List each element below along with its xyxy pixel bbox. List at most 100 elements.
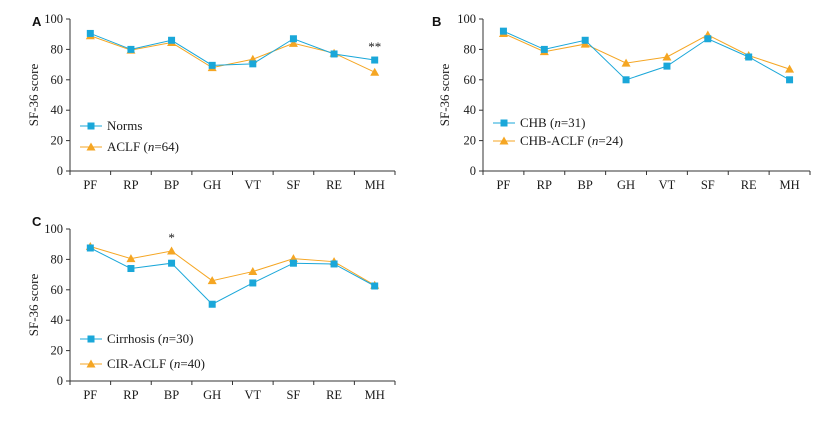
data-point-triangle bbox=[785, 64, 795, 73]
x-tick-label: RE bbox=[326, 178, 342, 192]
series-line-2 bbox=[90, 246, 375, 286]
panel-letter: A bbox=[32, 14, 42, 29]
x-tick-label: MH bbox=[365, 388, 385, 402]
y-tick-label: 100 bbox=[457, 12, 476, 26]
legend-label: Cirrhosis (n=30) bbox=[107, 331, 193, 346]
y-tick-label: 40 bbox=[51, 103, 64, 117]
x-tick-label: RP bbox=[537, 178, 552, 192]
x-tick-label: MH bbox=[779, 178, 799, 192]
data-point-square bbox=[330, 50, 338, 58]
series-line-1 bbox=[90, 247, 375, 305]
data-point-square bbox=[127, 265, 135, 273]
legend-label: CHB-ACLF (n=24) bbox=[520, 133, 623, 148]
legend-marker-square bbox=[87, 122, 95, 130]
x-tick-label: SF bbox=[286, 178, 300, 192]
data-point-triangle bbox=[662, 52, 672, 61]
legend-marker-square bbox=[500, 119, 508, 127]
legend-marker-triangle bbox=[86, 142, 96, 151]
panel-b: B 0 20 40 60 80 100 PF RP BP GH VT SF RE MH SF-36 score… bbox=[432, 12, 811, 192]
data-point-square bbox=[249, 60, 257, 68]
legend-label: Norms bbox=[107, 118, 142, 133]
x-tick-label: VT bbox=[244, 178, 261, 192]
x-tick-label: VT bbox=[244, 388, 261, 402]
data-point-square bbox=[540, 45, 548, 53]
y-tick-label: 0 bbox=[57, 164, 63, 178]
legend-label: ACLF (n=64) bbox=[107, 139, 179, 154]
data-point-square bbox=[371, 282, 379, 290]
data-point-triangle bbox=[126, 254, 136, 263]
x-tick-label: SF bbox=[701, 178, 715, 192]
legend-marker-square bbox=[87, 335, 95, 343]
y-tick-label: 20 bbox=[464, 134, 477, 148]
x-tick-label: PF bbox=[496, 178, 510, 192]
data-point-triangle bbox=[248, 267, 258, 276]
data-point-square bbox=[289, 259, 297, 267]
data-point-square bbox=[168, 36, 176, 44]
data-point-square bbox=[86, 244, 94, 252]
x-tick-label: PF bbox=[83, 388, 97, 402]
data-point-triangle bbox=[370, 67, 380, 76]
data-point-square bbox=[581, 36, 589, 44]
y-tick-label: 60 bbox=[464, 73, 477, 87]
data-point-triangle bbox=[621, 58, 631, 67]
x-tick-label: BP bbox=[164, 178, 179, 192]
y-tick-label: 0 bbox=[470, 164, 476, 178]
y-tick-label: 100 bbox=[44, 12, 63, 26]
y-tick-label: 40 bbox=[464, 103, 477, 117]
data-point-square bbox=[745, 53, 753, 61]
data-point-triangle bbox=[288, 38, 298, 47]
y-tick-label: 80 bbox=[51, 42, 64, 56]
y-axis-label: SF-36 score bbox=[26, 64, 41, 127]
data-point-square bbox=[208, 300, 216, 308]
legend-label: CHB (n=31) bbox=[520, 115, 585, 130]
data-point-square bbox=[249, 279, 257, 287]
x-tick-label: VT bbox=[659, 178, 676, 192]
series-line-2 bbox=[503, 32, 790, 70]
y-tick-label: 0 bbox=[57, 374, 63, 388]
x-tick-label: GH bbox=[203, 388, 221, 402]
significance-label: ** bbox=[368, 39, 381, 54]
data-point-square bbox=[499, 27, 507, 35]
series-line-1 bbox=[503, 30, 790, 81]
x-tick-label: MH bbox=[365, 178, 385, 192]
panel-c: C 0 20 40 60 80 100 PF RP BP GH VT SF RE MH SF-36 score… bbox=[26, 214, 396, 402]
data-point-triangle bbox=[207, 276, 217, 285]
y-tick-label: 60 bbox=[51, 73, 64, 87]
data-point-square bbox=[208, 61, 216, 69]
x-tick-label: GH bbox=[617, 178, 635, 192]
data-point-square bbox=[663, 62, 671, 70]
x-tick-label: RE bbox=[741, 178, 757, 192]
data-point-square bbox=[86, 29, 94, 37]
data-point-triangle bbox=[167, 246, 177, 255]
y-tick-label: 40 bbox=[51, 313, 64, 327]
x-tick-label: RP bbox=[123, 178, 138, 192]
data-point-square bbox=[127, 45, 135, 53]
significance-label: * bbox=[168, 230, 175, 245]
legend-marker-triangle bbox=[86, 359, 96, 368]
legend-marker-triangle bbox=[499, 136, 509, 145]
x-tick-label: BP bbox=[164, 388, 179, 402]
data-point-square bbox=[330, 260, 338, 268]
y-tick-label: 100 bbox=[44, 222, 63, 236]
data-point-square bbox=[622, 76, 630, 84]
x-tick-label: BP bbox=[578, 178, 593, 192]
y-tick-label: 20 bbox=[51, 134, 64, 148]
x-tick-label: RP bbox=[123, 388, 138, 402]
x-tick-label: PF bbox=[83, 178, 97, 192]
x-tick-label: RE bbox=[326, 388, 342, 402]
panel-letter: B bbox=[432, 14, 441, 29]
data-point-square bbox=[704, 35, 712, 43]
panel-a: A 0 20 40 60 80 100 PF RP BP GH VT SF RE MH SF-36 score… bbox=[26, 12, 396, 192]
y-tick-label: 20 bbox=[51, 344, 64, 358]
y-axis-label: SF-36 score bbox=[437, 64, 452, 127]
y-tick-label: 80 bbox=[51, 252, 64, 266]
y-axis-label: SF-36 score bbox=[26, 274, 41, 337]
y-tick-label: 80 bbox=[464, 42, 477, 56]
data-point-square bbox=[168, 259, 176, 267]
x-tick-label: SF bbox=[286, 388, 300, 402]
data-point-square bbox=[371, 56, 379, 64]
panel-letter: C bbox=[32, 214, 42, 229]
data-point-square bbox=[786, 76, 794, 84]
